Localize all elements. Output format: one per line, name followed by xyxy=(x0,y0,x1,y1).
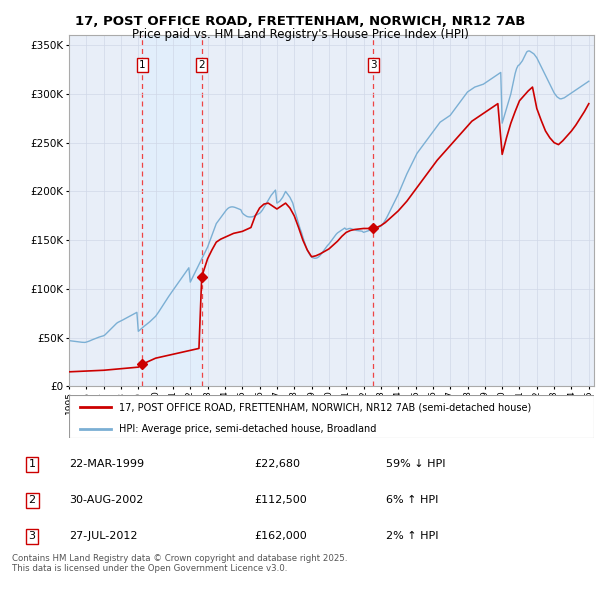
Text: 3: 3 xyxy=(29,532,35,542)
Text: 2% ↑ HPI: 2% ↑ HPI xyxy=(386,532,439,542)
Text: 1: 1 xyxy=(29,460,35,469)
Text: 27-JUL-2012: 27-JUL-2012 xyxy=(70,532,138,542)
Text: Contains HM Land Registry data © Crown copyright and database right 2025.
This d: Contains HM Land Registry data © Crown c… xyxy=(12,553,347,573)
Text: £112,500: £112,500 xyxy=(254,496,307,506)
Text: 1: 1 xyxy=(139,60,145,70)
Text: £162,000: £162,000 xyxy=(254,532,307,542)
FancyBboxPatch shape xyxy=(69,395,594,438)
Text: 59% ↓ HPI: 59% ↓ HPI xyxy=(386,460,446,469)
Text: 17, POST OFFICE ROAD, FRETTENHAM, NORWICH, NR12 7AB: 17, POST OFFICE ROAD, FRETTENHAM, NORWIC… xyxy=(75,15,525,28)
Text: 6% ↑ HPI: 6% ↑ HPI xyxy=(386,496,439,506)
Bar xyxy=(142,35,202,386)
Text: 3: 3 xyxy=(370,60,377,70)
Text: Price paid vs. HM Land Registry's House Price Index (HPI): Price paid vs. HM Land Registry's House … xyxy=(131,28,469,41)
Text: 30-AUG-2002: 30-AUG-2002 xyxy=(70,496,144,506)
Text: 22-MAR-1999: 22-MAR-1999 xyxy=(70,460,145,469)
Text: 2: 2 xyxy=(29,496,36,506)
Text: 17, POST OFFICE ROAD, FRETTENHAM, NORWICH, NR12 7AB (semi-detached house): 17, POST OFFICE ROAD, FRETTENHAM, NORWIC… xyxy=(119,402,531,412)
Text: HPI: Average price, semi-detached house, Broadland: HPI: Average price, semi-detached house,… xyxy=(119,424,376,434)
Text: £22,680: £22,680 xyxy=(254,460,300,469)
Text: 2: 2 xyxy=(199,60,205,70)
